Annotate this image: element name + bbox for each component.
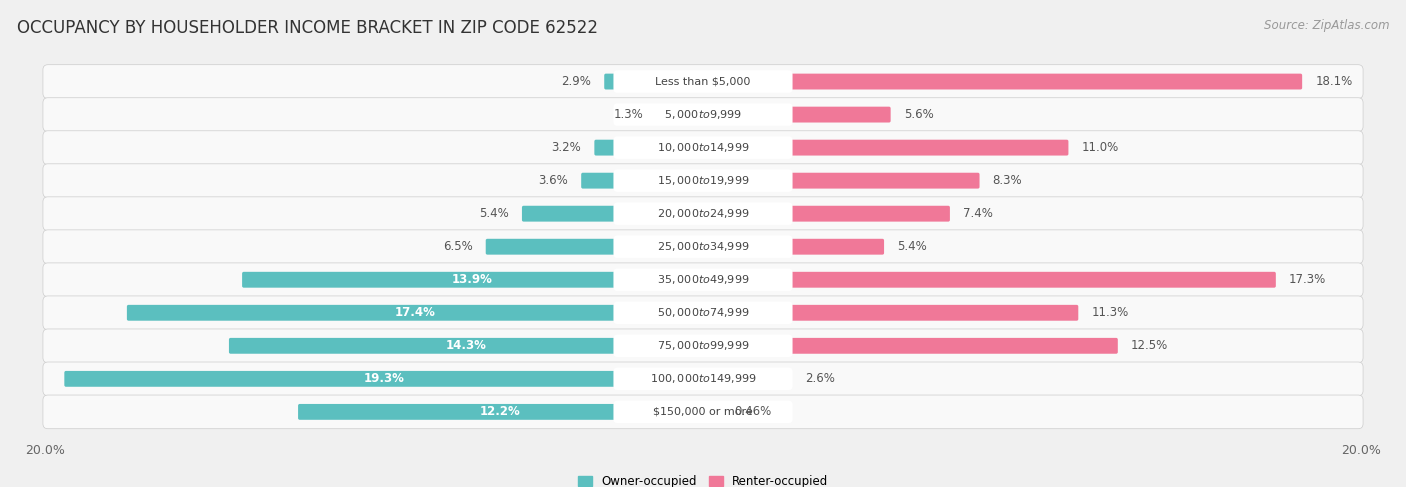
FancyBboxPatch shape [44, 263, 1362, 297]
FancyBboxPatch shape [44, 395, 1362, 429]
FancyBboxPatch shape [613, 236, 793, 258]
Text: 2.6%: 2.6% [806, 373, 835, 385]
Text: 3.2%: 3.2% [551, 141, 581, 154]
FancyBboxPatch shape [44, 197, 1362, 230]
FancyBboxPatch shape [65, 371, 703, 387]
FancyBboxPatch shape [613, 335, 793, 357]
Text: $5,000 to $9,999: $5,000 to $9,999 [664, 108, 742, 121]
FancyBboxPatch shape [703, 173, 980, 188]
FancyBboxPatch shape [44, 164, 1362, 198]
FancyBboxPatch shape [703, 272, 1275, 288]
Text: 12.5%: 12.5% [1130, 339, 1168, 352]
FancyBboxPatch shape [522, 206, 703, 222]
Text: $15,000 to $19,999: $15,000 to $19,999 [657, 174, 749, 187]
FancyBboxPatch shape [613, 203, 793, 225]
FancyBboxPatch shape [613, 401, 793, 423]
Text: $35,000 to $49,999: $35,000 to $49,999 [657, 273, 749, 286]
Text: 7.4%: 7.4% [963, 207, 993, 220]
FancyBboxPatch shape [485, 239, 703, 255]
Text: $75,000 to $99,999: $75,000 to $99,999 [657, 339, 749, 352]
Text: 17.4%: 17.4% [395, 306, 436, 319]
FancyBboxPatch shape [44, 131, 1362, 165]
FancyBboxPatch shape [703, 206, 950, 222]
FancyBboxPatch shape [703, 74, 1302, 90]
Text: Source: ZipAtlas.com: Source: ZipAtlas.com [1264, 19, 1389, 33]
Text: 19.3%: 19.3% [363, 373, 404, 385]
Text: 5.6%: 5.6% [904, 108, 934, 121]
Text: 13.9%: 13.9% [453, 273, 494, 286]
FancyBboxPatch shape [657, 107, 703, 123]
FancyBboxPatch shape [703, 338, 1118, 354]
Text: 11.3%: 11.3% [1091, 306, 1129, 319]
Text: $10,000 to $14,999: $10,000 to $14,999 [657, 141, 749, 154]
Text: $100,000 to $149,999: $100,000 to $149,999 [650, 373, 756, 385]
FancyBboxPatch shape [613, 169, 793, 192]
Text: 1.3%: 1.3% [614, 108, 644, 121]
Text: 5.4%: 5.4% [479, 207, 509, 220]
FancyBboxPatch shape [703, 239, 884, 255]
Text: Less than $5,000: Less than $5,000 [655, 76, 751, 87]
Text: 17.3%: 17.3% [1289, 273, 1326, 286]
FancyBboxPatch shape [44, 362, 1362, 396]
FancyBboxPatch shape [298, 404, 703, 420]
Text: $150,000 or more: $150,000 or more [654, 407, 752, 417]
Text: 8.3%: 8.3% [993, 174, 1022, 187]
FancyBboxPatch shape [605, 74, 703, 90]
Text: 6.5%: 6.5% [443, 240, 472, 253]
Text: $25,000 to $34,999: $25,000 to $34,999 [657, 240, 749, 253]
FancyBboxPatch shape [613, 70, 793, 93]
Text: $50,000 to $74,999: $50,000 to $74,999 [657, 306, 749, 319]
FancyBboxPatch shape [581, 173, 703, 188]
Text: 0.46%: 0.46% [734, 405, 772, 418]
FancyBboxPatch shape [44, 98, 1362, 131]
Text: 14.3%: 14.3% [446, 339, 486, 352]
FancyBboxPatch shape [44, 65, 1362, 98]
FancyBboxPatch shape [703, 404, 721, 420]
FancyBboxPatch shape [613, 368, 793, 390]
FancyBboxPatch shape [242, 272, 703, 288]
FancyBboxPatch shape [703, 107, 890, 123]
Text: 5.4%: 5.4% [897, 240, 927, 253]
FancyBboxPatch shape [44, 329, 1362, 363]
FancyBboxPatch shape [44, 230, 1362, 263]
Text: 12.2%: 12.2% [481, 405, 520, 418]
FancyBboxPatch shape [44, 296, 1362, 330]
FancyBboxPatch shape [613, 301, 793, 324]
FancyBboxPatch shape [229, 338, 703, 354]
Text: 18.1%: 18.1% [1316, 75, 1353, 88]
Text: 11.0%: 11.0% [1081, 141, 1119, 154]
FancyBboxPatch shape [595, 140, 703, 155]
Text: 3.6%: 3.6% [538, 174, 568, 187]
Text: OCCUPANCY BY HOUSEHOLDER INCOME BRACKET IN ZIP CODE 62522: OCCUPANCY BY HOUSEHOLDER INCOME BRACKET … [17, 19, 598, 37]
FancyBboxPatch shape [703, 371, 792, 387]
FancyBboxPatch shape [703, 140, 1069, 155]
FancyBboxPatch shape [127, 305, 703, 321]
FancyBboxPatch shape [703, 305, 1078, 321]
Legend: Owner-occupied, Renter-occupied: Owner-occupied, Renter-occupied [572, 471, 834, 487]
FancyBboxPatch shape [613, 268, 793, 291]
FancyBboxPatch shape [613, 136, 793, 159]
Text: $20,000 to $24,999: $20,000 to $24,999 [657, 207, 749, 220]
Text: 2.9%: 2.9% [561, 75, 591, 88]
FancyBboxPatch shape [613, 103, 793, 126]
